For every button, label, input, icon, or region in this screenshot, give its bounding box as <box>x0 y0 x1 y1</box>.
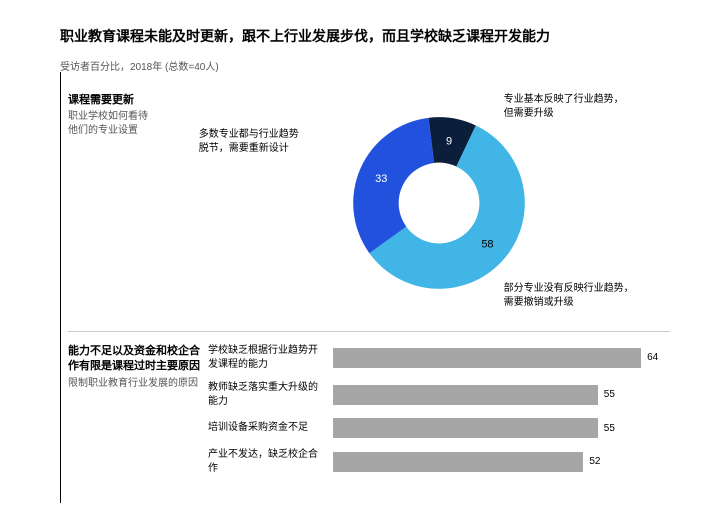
donut-slice-value: 58 <box>481 238 493 250</box>
bar-track: 52 <box>333 452 670 472</box>
bar-row: 产业不发达，缺乏校企合作 52 <box>208 448 670 475</box>
bar-fill <box>333 385 598 405</box>
bar-fill <box>333 348 641 368</box>
section-divider <box>68 331 670 332</box>
bar-value: 55 <box>604 423 615 434</box>
donut-section-title: 课程需要更新 <box>68 93 200 108</box>
bar-label: 产业不发达，缺乏校企合作 <box>208 448 333 475</box>
bar-track: 55 <box>333 418 670 438</box>
donut-chart: 95833专业基本反映了行业趋势，但需要升级部分专业没有反映行业趋势，需要撤销或… <box>208 93 670 313</box>
donut-annotation: 专业基本反映了行业趋势，但需要升级 <box>504 93 689 120</box>
bar-section-left: 能力不足以及资金和校企合作有限是课程过时主要原因 限制职业教育行业发展的原因 <box>68 344 208 485</box>
bar-track: 64 <box>333 348 670 368</box>
bar-section-desc: 限制职业教育行业发展的原因 <box>68 377 200 391</box>
vertical-rule <box>60 72 61 503</box>
bar-fill <box>333 418 598 438</box>
bar-value: 52 <box>589 456 600 467</box>
bar-row: 学校缺乏根据行业趋势开发课程的能力 64 <box>208 344 670 371</box>
donut-section-right: 95833专业基本反映了行业趋势，但需要升级部分专业没有反映行业趋势，需要撤销或… <box>208 93 670 313</box>
donut-slice-value: 33 <box>375 173 387 185</box>
page-subtitle: 受访者百分比，2018年 (总数=40人) <box>60 58 670 73</box>
page-title: 职业教育课程未能及时更新，跟不上行业发展步伐，而且学校缺乏课程开发能力 <box>60 26 670 46</box>
bar-section: 能力不足以及资金和校企合作有限是课程过时主要原因 限制职业教育行业发展的原因 学… <box>60 344 670 485</box>
donut-hole <box>399 163 480 244</box>
bar-value: 55 <box>604 389 615 400</box>
donut-slice-value: 9 <box>446 136 452 148</box>
bar-label: 学校缺乏根据行业趋势开发课程的能力 <box>208 344 333 371</box>
page: 职业教育课程未能及时更新，跟不上行业发展步伐，而且学校缺乏课程开发能力 受访者百… <box>0 0 710 523</box>
donut-annotation: 多数专业都与行业趋势脱节，需要重新设计 <box>199 128 356 155</box>
bar-section-title: 能力不足以及资金和校企合作有限是课程过时主要原因 <box>68 344 200 375</box>
bar-track: 55 <box>333 385 670 405</box>
donut-svg: 9 58 33 <box>208 93 670 313</box>
donut-section-desc: 职业学校如何看待他们的专业设置 <box>68 110 200 138</box>
donut-annotation: 部分专业没有反映行业趋势，需要撤销或升级 <box>504 282 698 309</box>
bar-chart: 学校缺乏根据行业趋势开发课程的能力64教师缺乏落实重大升级的能力55培训设备采购… <box>208 344 670 475</box>
bar-fill <box>333 452 583 472</box>
bar-row: 培训设备采购资金不足 55 <box>208 418 670 438</box>
bar-label: 教师缺乏落实重大升级的能力 <box>208 381 333 408</box>
bar-label: 培训设备采购资金不足 <box>208 421 333 435</box>
bar-value: 64 <box>647 352 658 363</box>
donut-section: 课程需要更新 职业学校如何看待他们的专业设置 95833专业基本反映了行业趋势，… <box>60 93 670 313</box>
donut-section-left: 课程需要更新 职业学校如何看待他们的专业设置 <box>68 93 208 313</box>
bar-section-right: 学校缺乏根据行业趋势开发课程的能力64教师缺乏落实重大升级的能力55培训设备采购… <box>208 344 670 485</box>
bar-row: 教师缺乏落实重大升级的能力 55 <box>208 381 670 408</box>
